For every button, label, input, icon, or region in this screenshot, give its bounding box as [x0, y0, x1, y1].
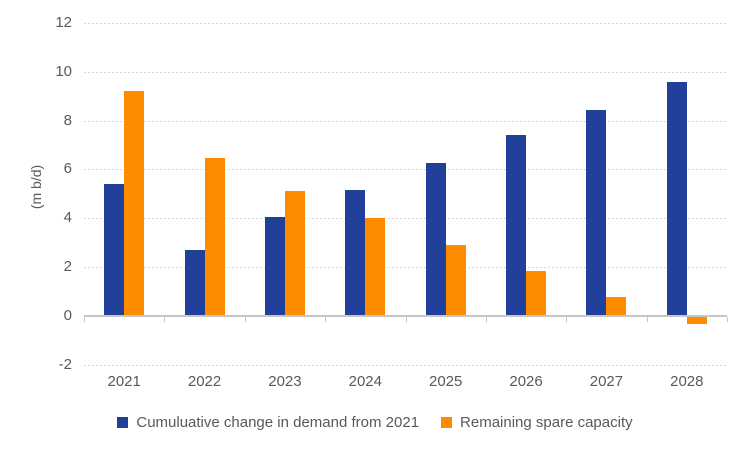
- bar-2027-series1: [606, 297, 627, 316]
- x-axis-tick: [244, 316, 246, 322]
- bar-2028-series1: [686, 315, 707, 325]
- x-tick-label: 2022: [187, 373, 222, 390]
- y-tick-label: 0: [63, 306, 72, 324]
- y-tick-label: -2: [58, 355, 72, 373]
- legend-swatch-demand-icon: [117, 417, 129, 428]
- y-tick-label: 8: [63, 111, 72, 129]
- bar-2026-series0: [506, 135, 527, 316]
- bar-2028-series0: [666, 81, 687, 316]
- x-axis-tick: [727, 316, 728, 322]
- bar-2023-series1: [284, 191, 305, 316]
- legend: Cumuluative change in demand from 2021 R…: [0, 414, 750, 431]
- bar-2022-series1: [204, 158, 225, 316]
- x-tick-label: 2025: [429, 373, 463, 390]
- x-tick-label: 2024: [348, 373, 382, 390]
- x-axis-tick: [485, 316, 487, 322]
- bar-2024-series1: [365, 218, 386, 316]
- bar-2027-series0: [586, 109, 607, 316]
- y-tick-label: 6: [63, 160, 72, 178]
- x-axis-tick: [164, 316, 166, 322]
- x-axis-tick: [646, 316, 648, 322]
- bar-2021-series0: [104, 183, 125, 316]
- x-tick-label: 2021: [107, 373, 141, 390]
- legend-label-spare-capacity: Remaining spare capacity: [460, 414, 633, 431]
- x-tick-label: 2026: [509, 373, 543, 390]
- legend-item-spare-capacity: Remaining spare capacity: [441, 414, 633, 431]
- x-tick-label: 2028: [670, 373, 704, 390]
- bar-2022-series0: [184, 249, 205, 316]
- x-axis-tick: [325, 316, 327, 322]
- gridline-y-12: [84, 23, 727, 24]
- bar-2024-series0: [345, 190, 366, 316]
- legend-item-demand: Cumuluative change in demand from 2021: [117, 414, 419, 431]
- y-tick-label: 12: [55, 14, 72, 31]
- gridline-y-4: [84, 218, 727, 220]
- y-tick-label: 4: [63, 209, 72, 227]
- x-tick-label: 2027: [589, 373, 624, 390]
- gridline-y-2: [84, 266, 727, 268]
- bar-2025-series1: [445, 244, 466, 316]
- bar-2025-series0: [425, 163, 446, 316]
- bar-2023-series0: [264, 216, 285, 316]
- bar-2026-series1: [526, 270, 547, 316]
- x-axis-tick: [566, 316, 568, 322]
- bar-2021-series1: [124, 91, 145, 316]
- y-tick-label: 2: [63, 257, 72, 275]
- x-axis-tick: [84, 316, 85, 322]
- legend-swatch-spare-capacity-icon: [441, 417, 453, 428]
- y-tick-label: 10: [55, 62, 72, 80]
- gridline-y--2: [84, 364, 727, 366]
- gridline-y-8: [84, 120, 727, 122]
- x-axis-line: [84, 314, 727, 317]
- gridline-y-10: [84, 71, 727, 73]
- legend-label-demand: Cumuluative change in demand from 2021: [136, 414, 420, 431]
- gridline-y-6: [84, 169, 727, 171]
- x-tick-label: 2023: [268, 373, 302, 390]
- x-axis-tick: [405, 316, 407, 322]
